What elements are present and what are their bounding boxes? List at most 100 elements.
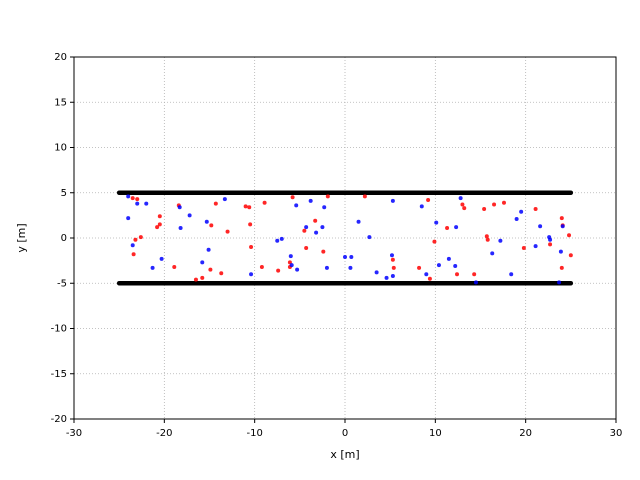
scatter-point bbox=[150, 265, 155, 270]
y-tick-label: 5 bbox=[61, 188, 67, 199]
y-tick-label: -15 bbox=[51, 369, 67, 380]
scatter-point bbox=[130, 243, 135, 248]
scatter-point bbox=[434, 220, 439, 225]
scatter-point bbox=[138, 235, 143, 240]
scatter-point bbox=[426, 197, 431, 202]
scatter-point bbox=[432, 239, 437, 244]
scatter-point bbox=[356, 219, 361, 224]
scatter-point bbox=[308, 198, 313, 203]
scatter-point bbox=[533, 244, 538, 249]
scatter-point bbox=[157, 222, 162, 227]
scatter-point bbox=[302, 228, 307, 233]
scatter-point bbox=[390, 274, 395, 279]
scatter-point bbox=[548, 237, 553, 242]
scatter-point bbox=[248, 222, 253, 227]
scatter-point bbox=[208, 267, 213, 272]
scatter-point bbox=[514, 216, 519, 221]
y-tick-label: 15 bbox=[54, 97, 67, 108]
scatter-point bbox=[498, 238, 503, 243]
scatter-point bbox=[389, 253, 394, 258]
scatter-point bbox=[279, 236, 284, 241]
scatter-point bbox=[249, 272, 254, 277]
scatter-point bbox=[324, 265, 329, 270]
scatter-point bbox=[178, 226, 183, 231]
x-tick-label: -10 bbox=[246, 428, 262, 439]
x-tick-label: -30 bbox=[66, 428, 82, 439]
scatter-point bbox=[436, 263, 441, 268]
scatter-point bbox=[249, 245, 254, 250]
scatter-point bbox=[130, 196, 135, 201]
scatter-point bbox=[322, 205, 327, 210]
scatter-point bbox=[390, 198, 395, 203]
scatter-point bbox=[276, 268, 281, 273]
scatter-point bbox=[304, 225, 309, 230]
scatter-point bbox=[177, 205, 182, 210]
scatter-point bbox=[390, 257, 395, 262]
scatter-point bbox=[501, 200, 506, 205]
scatter-point bbox=[343, 255, 347, 260]
scatter-point bbox=[362, 194, 367, 199]
x-tick-label: 30 bbox=[610, 428, 623, 439]
scatter-point bbox=[135, 201, 140, 206]
scatter-point bbox=[519, 209, 524, 214]
scatter-point bbox=[144, 201, 149, 206]
scatter-point bbox=[521, 245, 526, 250]
scatter-point bbox=[492, 202, 497, 207]
scatter-point bbox=[367, 235, 372, 240]
scatter-point bbox=[294, 203, 299, 208]
scatter-point bbox=[325, 194, 330, 199]
y-axis-label: y [m] bbox=[15, 223, 28, 252]
scatter-point bbox=[209, 223, 214, 228]
y-tick-label: -20 bbox=[51, 414, 67, 425]
scatter-point bbox=[374, 270, 379, 275]
scatter-point bbox=[133, 237, 138, 242]
scatter-point bbox=[243, 204, 248, 209]
scatter-point bbox=[446, 256, 451, 261]
scatter-point bbox=[567, 233, 572, 238]
scatter-point bbox=[206, 247, 211, 252]
scatter-point bbox=[473, 280, 478, 285]
scatter-point bbox=[304, 245, 309, 250]
x-axis-label: x [m] bbox=[330, 448, 359, 461]
scatter-point bbox=[126, 216, 131, 221]
scatter-point bbox=[455, 272, 460, 277]
scatter-point bbox=[159, 256, 164, 261]
scatter-point bbox=[560, 224, 565, 229]
scatter-point bbox=[417, 265, 422, 270]
y-tick-label: -5 bbox=[57, 278, 67, 289]
scatter-point bbox=[321, 249, 326, 254]
scatter-point bbox=[275, 238, 280, 243]
scatter-point bbox=[391, 265, 396, 270]
scatter-point bbox=[289, 263, 294, 268]
scatter-point bbox=[222, 197, 227, 202]
scatter-point bbox=[427, 276, 432, 281]
scatter-point bbox=[187, 213, 192, 218]
scatter-point bbox=[288, 254, 293, 259]
scatter-point bbox=[213, 201, 218, 206]
scatter-point bbox=[290, 195, 295, 200]
scatter-point bbox=[155, 225, 160, 230]
scatter-point bbox=[320, 225, 325, 230]
scatter-point bbox=[247, 205, 252, 210]
scatter-point bbox=[458, 196, 463, 201]
scatter-point bbox=[204, 219, 209, 224]
x-tick-label: 10 bbox=[429, 428, 442, 439]
scatter-point bbox=[509, 272, 514, 277]
scatter-point bbox=[219, 271, 224, 276]
y-tick-label: 10 bbox=[54, 143, 67, 154]
y-tick-label: 20 bbox=[54, 52, 67, 63]
scatter-point bbox=[225, 229, 230, 234]
scatter-point bbox=[313, 218, 318, 223]
scatter-point bbox=[135, 197, 140, 202]
scatter-point bbox=[484, 234, 489, 239]
y-tick-label: 0 bbox=[61, 233, 67, 244]
scatter-point bbox=[538, 224, 543, 229]
scatter-point bbox=[557, 280, 562, 285]
scatter-point bbox=[482, 207, 487, 212]
scatter-point bbox=[453, 264, 458, 269]
scatter-point bbox=[445, 226, 450, 231]
scatter-point bbox=[314, 230, 319, 235]
y-tick-label: -10 bbox=[51, 324, 67, 335]
